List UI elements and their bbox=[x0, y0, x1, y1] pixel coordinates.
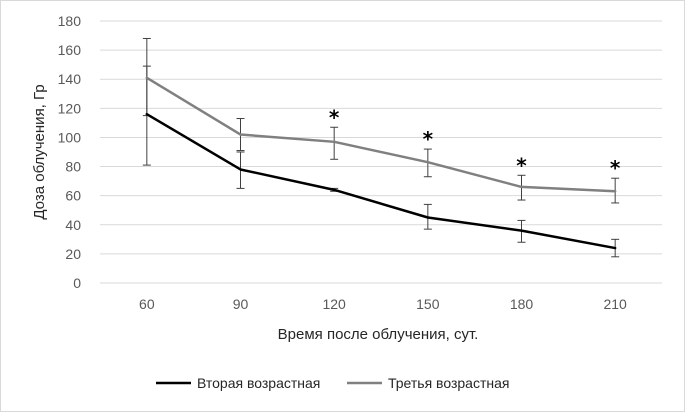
y-tick-label: 40 bbox=[65, 217, 81, 233]
series-lines bbox=[145, 76, 617, 250]
y-tick-label: 120 bbox=[58, 100, 82, 116]
legend-label: Вторая возрастная bbox=[197, 375, 320, 391]
series-line bbox=[145, 76, 617, 193]
y-tick-label: 60 bbox=[65, 188, 81, 204]
significance-markers: * * * * bbox=[329, 105, 621, 180]
x-tick-label: 150 bbox=[416, 296, 440, 312]
y-tick-label: 100 bbox=[58, 129, 82, 145]
x-tick-label: 180 bbox=[510, 296, 534, 312]
significance-star: * bbox=[516, 153, 527, 177]
x-axis-title: Время после облучения, сут. bbox=[278, 326, 479, 343]
y-tick-label: 0 bbox=[73, 275, 81, 291]
y-axis-title: Доза облучения, Гр bbox=[31, 84, 48, 219]
x-tick-label: 210 bbox=[603, 296, 627, 312]
series-line bbox=[145, 112, 617, 250]
y-tick-label: 160 bbox=[58, 42, 82, 58]
x-tick-label: 120 bbox=[322, 296, 346, 312]
significance-star: * bbox=[329, 105, 340, 129]
gridlines bbox=[100, 20, 662, 284]
y-tick-label: 180 bbox=[58, 13, 82, 29]
significance-star: * bbox=[610, 156, 621, 180]
y-tick-label: 20 bbox=[65, 246, 81, 262]
y-axis-ticks: 0 20 40 60 80 100 120 140 160 180 bbox=[58, 13, 82, 291]
x-tick-label: 60 bbox=[139, 296, 155, 312]
legend-label: Третья возрастная bbox=[388, 375, 509, 391]
x-axis-ticks: 60 90 120 150 180 210 bbox=[139, 296, 627, 312]
significance-star: * bbox=[423, 127, 434, 151]
error-bars bbox=[142, 37, 620, 258]
y-tick-label: 80 bbox=[65, 159, 81, 175]
x-tick-label: 90 bbox=[233, 296, 249, 312]
legend: Вторая возрастная Третья возрастная bbox=[156, 375, 509, 391]
y-tick-label: 140 bbox=[58, 71, 82, 87]
